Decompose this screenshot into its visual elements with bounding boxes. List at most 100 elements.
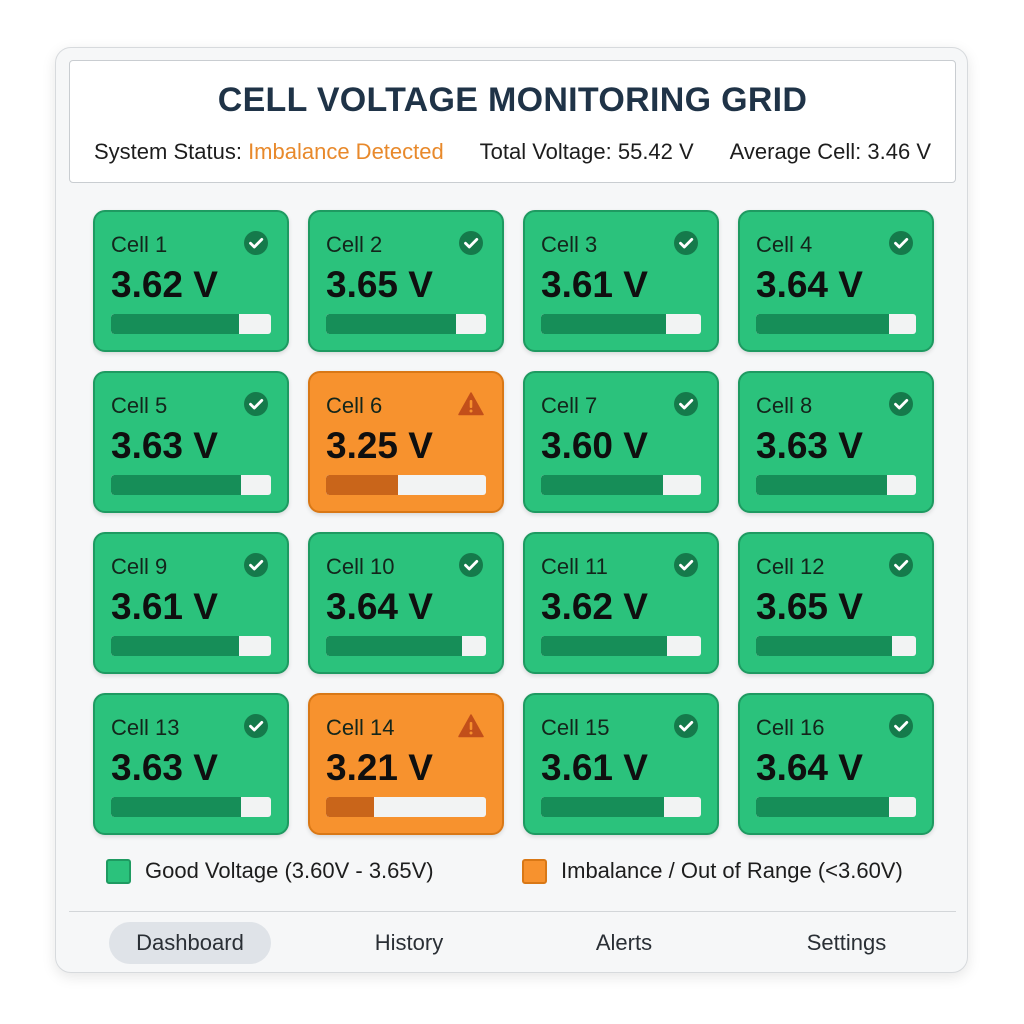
voltage-bar-fill [541, 475, 663, 495]
voltage-bar-fill [756, 475, 888, 495]
nav-alerts[interactable]: Alerts [595, 930, 653, 955]
cell-label: Cell 11 [541, 554, 608, 579]
cell-voltage: 3.21 V [326, 747, 433, 788]
warning-triangle-icon [458, 713, 484, 739]
legend-warn: Imbalance / Out of Range (<3.60V) [522, 858, 903, 884]
check-circle-icon [888, 230, 914, 256]
voltage-bar [756, 314, 916, 334]
check-circle-icon [673, 552, 699, 578]
legend-good-label: Good Voltage (3.60V - 3.65V) [145, 858, 434, 883]
legend-warn-swatch [522, 858, 547, 884]
voltage-bar-fill [756, 314, 889, 334]
voltage-bar-fill [541, 636, 668, 656]
cell-tile[interactable]: Cell 11 3.62 V [523, 532, 719, 674]
cell-voltage: 3.65 V [326, 264, 433, 305]
cell-tile[interactable]: Cell 3 3.61 V [523, 210, 719, 352]
cell-label: Cell 8 [756, 393, 813, 418]
cell-tile[interactable]: Cell 16 3.64 V [738, 693, 934, 835]
voltage-bar [541, 797, 701, 817]
cell-tile[interactable]: Cell 12 3.65 V [738, 532, 934, 674]
check-circle-icon [458, 230, 484, 256]
cell-tile[interactable]: Cell 10 3.64 V [308, 532, 504, 674]
cell-label: Cell 3 [541, 232, 598, 257]
voltage-bar-fill [326, 636, 462, 656]
cell-tile[interactable]: Cell 6 3.25 V [308, 371, 504, 513]
legend-good: Good Voltage (3.60V - 3.65V) [106, 858, 434, 884]
check-circle-icon [243, 230, 269, 256]
cell-label: Cell 5 [111, 393, 168, 418]
nav-history[interactable]: History [374, 930, 444, 955]
nav-settings[interactable]: Settings [806, 930, 887, 955]
cell-voltage: 3.64 V [756, 747, 863, 788]
voltage-bar-fill [326, 314, 456, 334]
voltage-bar-fill [326, 797, 374, 817]
voltage-bar-fill [111, 314, 239, 334]
cell-tile[interactable]: Cell 13 3.63 V [93, 693, 289, 835]
cell-tile[interactable]: Cell 15 3.61 V [523, 693, 719, 835]
header-card: CELL VOLTAGE MONITORING GRID System Stat… [69, 60, 956, 183]
check-circle-icon [458, 552, 484, 578]
cell-label: Cell 4 [756, 232, 813, 257]
nav-dashboard[interactable]: Dashboard [109, 922, 271, 964]
cell-tile[interactable]: Cell 9 3.61 V [93, 532, 289, 674]
check-circle-icon [243, 391, 269, 417]
legend-warn-label: Imbalance / Out of Range (<3.60V) [561, 858, 903, 883]
cell-grid: Cell 1 3.62 V Cell 2 3.65 V Cell 3 3.61 V Cell… [93, 210, 935, 835]
cell-tile[interactable]: Cell 7 3.60 V [523, 371, 719, 513]
voltage-bar [756, 797, 916, 817]
cell-voltage: 3.62 V [541, 586, 648, 627]
cell-label: Cell 10 [326, 554, 395, 579]
cell-voltage: 3.63 V [111, 425, 218, 466]
cell-tile[interactable]: Cell 2 3.65 V [308, 210, 504, 352]
cell-tile[interactable]: Cell 8 3.63 V [738, 371, 934, 513]
voltage-bar-fill [541, 314, 666, 334]
check-circle-icon [673, 391, 699, 417]
cell-label: Cell 6 [326, 393, 383, 418]
voltage-bar [111, 475, 271, 495]
check-circle-icon [243, 713, 269, 739]
page-title: CELL VOLTAGE MONITORING GRID [217, 81, 808, 119]
check-circle-icon [673, 713, 699, 739]
total-voltage: Total Voltage: 55.42 V [479, 139, 694, 164]
voltage-bar [541, 475, 701, 495]
nav-divider [69, 911, 956, 912]
cell-voltage: 3.61 V [541, 747, 648, 788]
cell-label: Cell 15 [541, 715, 610, 740]
average-cell: Average Cell: 3.46 V [729, 139, 931, 164]
cell-voltage: 3.60 V [541, 425, 648, 466]
voltage-bar [326, 314, 486, 334]
cell-tile[interactable]: Cell 1 3.62 V [93, 210, 289, 352]
cell-label: Cell 2 [326, 232, 383, 257]
legend-good-swatch [106, 858, 131, 884]
check-circle-icon [888, 391, 914, 417]
cell-voltage: 3.61 V [111, 586, 218, 627]
voltage-bar [541, 314, 701, 334]
cell-label: Cell 12 [756, 554, 825, 579]
voltage-bar [111, 314, 271, 334]
cell-voltage: 3.64 V [326, 586, 433, 627]
voltage-bar-fill [756, 636, 892, 656]
cell-voltage: 3.61 V [541, 264, 648, 305]
voltage-bar [326, 636, 486, 656]
cell-voltage: 3.62 V [111, 264, 218, 305]
cell-tile[interactable]: Cell 5 3.63 V [93, 371, 289, 513]
cell-label: Cell 14 [326, 715, 395, 740]
voltage-bar-fill [326, 475, 398, 495]
voltage-bar [111, 797, 271, 817]
cell-label: Cell 7 [541, 393, 598, 418]
cell-voltage: 3.64 V [756, 264, 863, 305]
voltage-bar-fill [541, 797, 665, 817]
cell-tile[interactable]: Cell 14 3.21 V [308, 693, 504, 835]
warning-triangle-icon [458, 391, 484, 417]
cell-voltage: 3.65 V [756, 586, 863, 627]
legend: Good Voltage (3.60V - 3.65V) Imbalance /… [106, 858, 926, 890]
cell-voltage: 3.63 V [111, 747, 218, 788]
cell-label: Cell 9 [111, 554, 168, 579]
cell-tile[interactable]: Cell 4 3.64 V [738, 210, 934, 352]
system-status-label: System Status: [94, 139, 249, 164]
voltage-bar [756, 636, 916, 656]
voltage-bar-fill [111, 797, 241, 817]
voltage-bar [326, 797, 486, 817]
check-circle-icon [673, 230, 699, 256]
cell-label: Cell 13 [111, 715, 180, 740]
